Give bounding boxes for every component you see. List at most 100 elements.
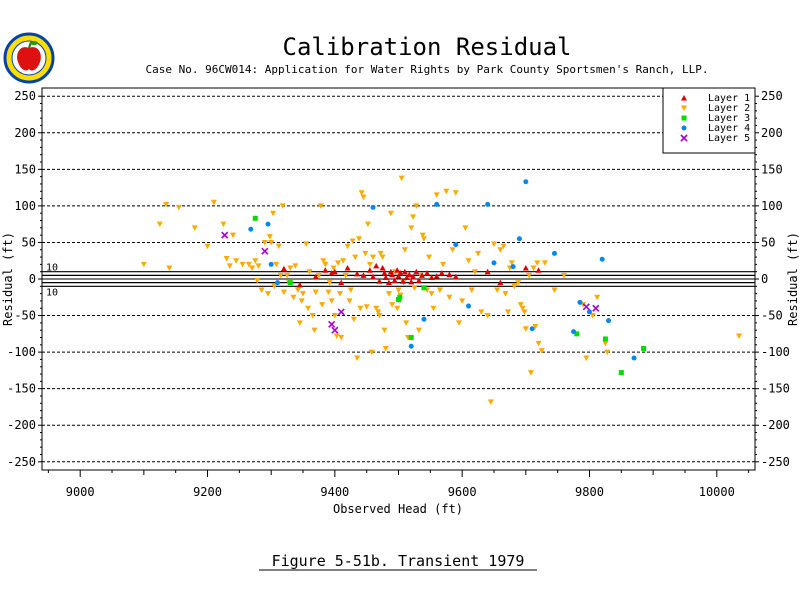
data-point	[409, 335, 414, 340]
data-point	[440, 262, 446, 268]
y-tick-label: 250	[761, 89, 783, 103]
data-point	[511, 264, 516, 269]
y-tick-label: 150	[761, 162, 783, 176]
data-point	[354, 355, 360, 361]
data-point	[276, 244, 282, 250]
data-point	[222, 232, 228, 238]
x-tick-label: 9400	[320, 485, 349, 499]
data-point	[337, 291, 343, 297]
data-point	[534, 260, 540, 266]
data-point	[446, 272, 452, 278]
data-point	[362, 251, 368, 256]
data-point	[380, 265, 386, 271]
data-point	[352, 255, 358, 261]
data-point	[530, 326, 535, 331]
data-point	[522, 309, 528, 315]
data-point	[536, 341, 542, 347]
data-point	[367, 267, 373, 273]
x-tick-label: 9800	[575, 485, 604, 499]
data-point	[290, 295, 296, 301]
data-point	[220, 222, 226, 228]
data-point	[402, 247, 408, 253]
data-point	[338, 309, 344, 315]
data-point	[528, 370, 534, 376]
data-point	[416, 328, 422, 334]
data-point	[248, 227, 253, 232]
data-point	[466, 304, 471, 309]
data-point	[270, 211, 276, 217]
data-point	[262, 248, 268, 254]
data-point	[313, 290, 319, 296]
data-point	[523, 326, 529, 332]
data-point	[406, 272, 412, 278]
data-point	[403, 320, 409, 326]
data-point	[421, 317, 426, 322]
legend-marker	[682, 126, 687, 131]
y-tick-label: -50	[14, 309, 36, 323]
legend-marker	[682, 116, 687, 121]
data-point	[411, 285, 417, 291]
data-point	[453, 242, 458, 247]
data-point	[281, 266, 287, 272]
data-point	[370, 274, 376, 280]
data-point	[157, 222, 163, 228]
y-tick-label: 150	[14, 162, 36, 176]
reference-line-label: 10	[46, 287, 58, 298]
data-point	[497, 247, 503, 253]
data-point	[453, 274, 459, 280]
data-point	[606, 318, 611, 323]
data-point	[641, 346, 646, 351]
data-point	[434, 192, 440, 198]
data-point	[600, 257, 605, 262]
data-point	[469, 287, 475, 293]
data-point	[334, 334, 340, 340]
y-axis-right: -250-200-150-100-50050100150200250	[755, 89, 790, 469]
data-point	[517, 236, 522, 241]
data-point	[466, 258, 472, 264]
data-point	[736, 334, 742, 340]
x-tick-label: 9200	[193, 485, 222, 499]
data-point	[399, 176, 405, 182]
data-point	[360, 195, 366, 201]
data-point	[424, 270, 430, 276]
y-tick-label: 250	[14, 89, 36, 103]
y-tick-label: 0	[29, 272, 36, 286]
data-point	[351, 317, 357, 323]
data-point	[386, 291, 392, 297]
data-point	[416, 277, 422, 283]
data-point	[319, 302, 325, 308]
data-point	[603, 336, 608, 341]
data-point	[523, 179, 528, 184]
data-point	[269, 262, 274, 267]
data-point	[265, 291, 271, 297]
data-point	[571, 329, 576, 334]
data-point	[297, 320, 303, 326]
x-axis: 9000 9200 9400 9600 9800 10000	[48, 470, 748, 499]
grid-lines	[42, 96, 755, 462]
y-tick-label: -250	[761, 455, 790, 469]
x-axis-label: Observed Head (ft)	[333, 502, 463, 516]
data-point	[381, 270, 387, 276]
chart-legend: Layer 1Layer 2Layer 3Layer 4Layer 5	[663, 88, 755, 153]
data-point	[166, 266, 172, 272]
data-point	[396, 287, 402, 293]
data-point	[176, 205, 182, 211]
data-point	[141, 262, 147, 268]
data-point	[240, 262, 246, 268]
data-point	[287, 266, 293, 272]
data-point	[551, 287, 557, 293]
data-point	[488, 399, 494, 405]
data-point	[593, 305, 599, 311]
data-points	[141, 176, 742, 405]
data-point	[311, 328, 317, 334]
data-point	[410, 214, 416, 220]
data-point	[233, 258, 239, 264]
data-point	[364, 304, 370, 310]
data-point	[259, 287, 265, 293]
data-point	[322, 262, 328, 268]
y-axis-label-left: Residual (ft)	[1, 232, 15, 326]
data-point	[350, 238, 356, 244]
data-point	[275, 280, 280, 285]
data-point	[397, 295, 402, 300]
data-point	[475, 251, 481, 256]
